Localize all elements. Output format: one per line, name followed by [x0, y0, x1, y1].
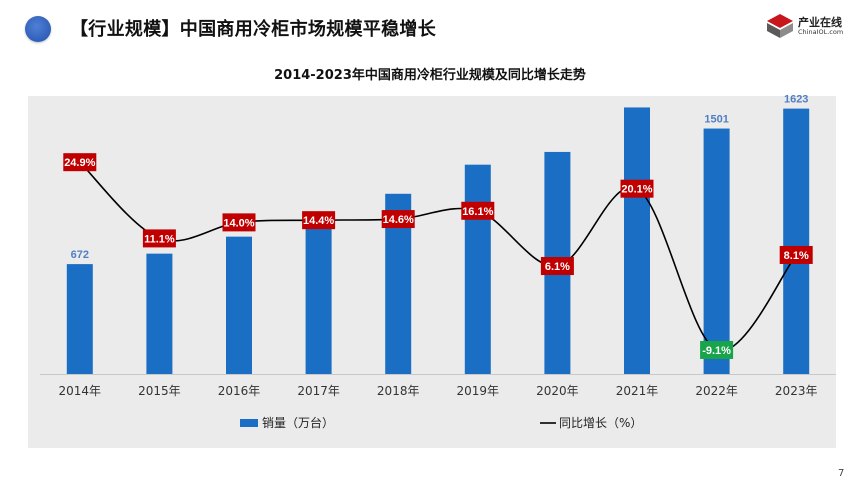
legend-bar-swatch — [240, 419, 258, 427]
x-tick-label-7: 2020年 — [536, 384, 579, 398]
chinaiol-logo: 产业在线 ChinaIOL.com — [765, 12, 857, 40]
growth-label-box-7 — [540, 257, 574, 276]
growth-label-10: 8.1% — [784, 250, 809, 262]
growth-label-4: 14.4% — [303, 215, 334, 227]
bar-4 — [305, 216, 332, 374]
page-number: 7 — [838, 468, 845, 479]
logo-text-en: ChinaIOL.com — [798, 28, 844, 36]
growth-label-box-4 — [302, 211, 336, 230]
bar-10 — [783, 108, 810, 374]
logo-mark-icon — [767, 14, 793, 38]
title-bullet-icon — [25, 16, 51, 42]
x-tick-label-4: 2017年 — [297, 384, 340, 398]
growth-label-7: 6.1% — [545, 261, 570, 273]
growth-label-5: 14.6% — [383, 214, 414, 226]
bar-8 — [624, 107, 650, 375]
x-tick-label-5: 2018年 — [377, 384, 420, 398]
bar-2 — [146, 253, 173, 374]
growth-label-box-3 — [222, 213, 256, 232]
x-tick-label-1: 2014年 — [59, 384, 102, 398]
x-tick-label-8: 2021年 — [616, 384, 659, 398]
legend-bar-label: 销量（万台） — [262, 415, 334, 430]
growth-line — [79, 161, 797, 352]
growth-label-box-1 — [63, 153, 97, 172]
growth-label-1: 24.9% — [64, 157, 95, 169]
bar-6 — [464, 164, 491, 374]
growth-label-8: 20.1% — [621, 184, 652, 196]
x-tick-label-9: 2022年 — [695, 384, 738, 398]
growth-label-box-2 — [142, 229, 176, 248]
x-tick-label-3: 2016年 — [218, 384, 261, 398]
growth-label-box-9 — [700, 340, 734, 359]
growth-label-box-10 — [779, 245, 813, 264]
bar-value-label-1: 672 — [71, 249, 89, 261]
x-tick-label-10: 2023年 — [775, 384, 818, 398]
bar-1 — [66, 264, 93, 374]
legend-line-label: 同比增长（%） — [559, 416, 642, 430]
x-tick-label-2: 2015年 — [138, 384, 181, 398]
page-title: 【行业规模】中国商用冷柜市场规模平稳增长 — [70, 19, 436, 40]
growth-label-6: 16.1% — [462, 206, 493, 218]
x-tick-label-6: 2019年 — [457, 384, 500, 398]
bar-9 — [703, 128, 730, 374]
growth-label-9: -9.1% — [702, 345, 731, 357]
bar-value-label-10: 1623 — [784, 94, 808, 106]
bar-value-label-9: 1501 — [704, 114, 728, 126]
growth-label-2: 11.1% — [144, 233, 175, 245]
bar-3 — [226, 236, 252, 374]
chart-title: 2014-2023年中国商用冷柜行业规模及同比增长走势 — [274, 68, 586, 83]
growth-label-box-8 — [620, 179, 654, 198]
growth-label-box-6 — [461, 201, 495, 220]
logo-text-cn: 产业在线 — [798, 16, 842, 29]
growth-label-box-5 — [381, 210, 415, 229]
growth-label-3: 14.0% — [223, 217, 254, 229]
